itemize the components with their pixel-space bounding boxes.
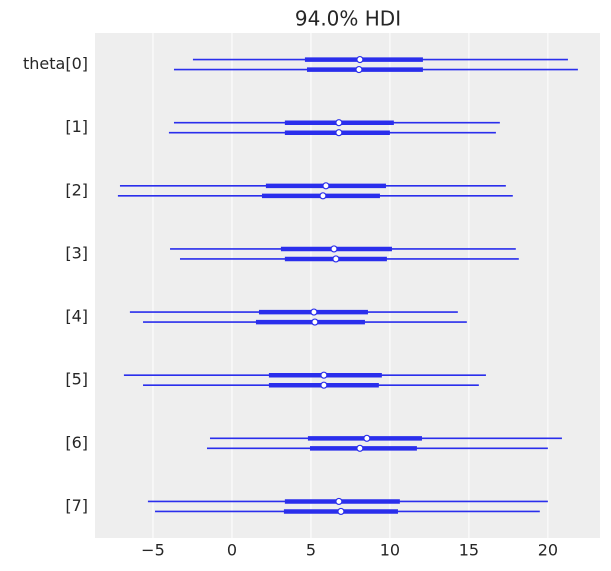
median-point (319, 192, 327, 200)
median-point (311, 318, 319, 326)
median-point (310, 308, 318, 316)
median-point (356, 55, 364, 64)
row-label: [2] (65, 180, 88, 199)
median-point (355, 65, 363, 74)
row-label: [7] (65, 496, 88, 515)
median-point (332, 255, 340, 263)
median-point (335, 497, 343, 506)
row-label: [6] (65, 433, 88, 452)
chart-title: 94.0% HDI (295, 7, 401, 31)
plot-area (95, 33, 600, 538)
x-tick-label: 5 (306, 541, 316, 560)
row-label: [1] (65, 117, 88, 136)
median-point (320, 371, 328, 379)
median-point (363, 434, 371, 442)
x-tick-label: 15 (459, 541, 479, 560)
x-tick-label: −5 (141, 541, 165, 560)
median-point (320, 381, 328, 389)
median-point (322, 182, 330, 190)
median-point (337, 507, 345, 516)
row-label: theta[0] (23, 54, 88, 73)
median-point (335, 119, 343, 127)
median-point (356, 444, 364, 452)
median-point (330, 245, 338, 253)
median-point (335, 129, 343, 137)
row-label: [4] (65, 307, 88, 326)
x-tick-label: 20 (538, 541, 558, 560)
x-tick-label: 10 (380, 541, 400, 560)
row-label: [5] (65, 370, 88, 389)
x-tick-label: 0 (227, 541, 237, 560)
row-label: [3] (65, 243, 88, 262)
